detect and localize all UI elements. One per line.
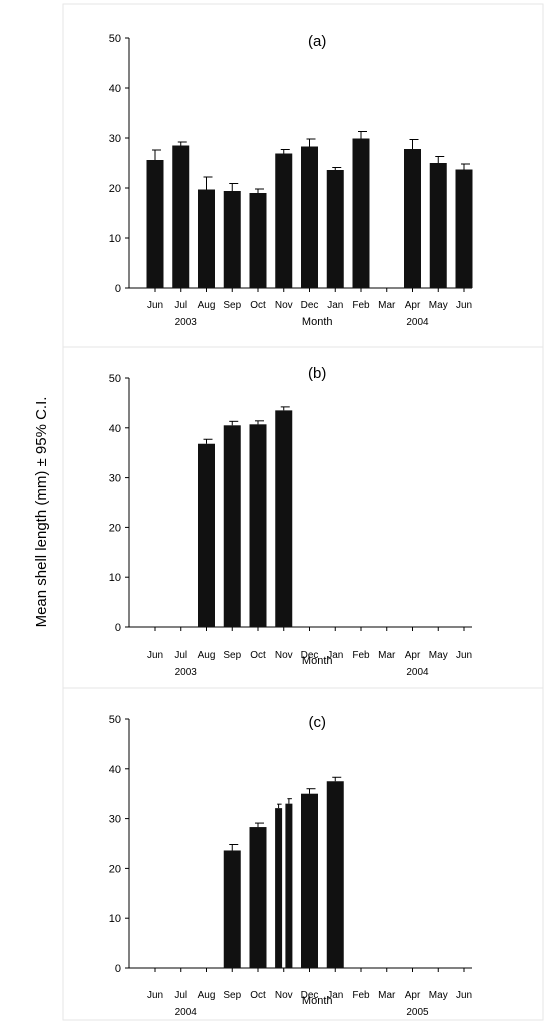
bar <box>285 803 293 968</box>
y-tick-label: 30 <box>109 133 121 145</box>
year-label: 2004 <box>406 317 429 328</box>
x-tick-label: Jun <box>456 300 472 311</box>
x-axis-title: Month <box>302 316 333 328</box>
x-tick-label: Apr <box>405 650 421 661</box>
y-tick-label: 50 <box>109 714 121 726</box>
x-tick-label: Jul <box>174 990 187 1001</box>
x-tick-label: Jun <box>456 990 472 1001</box>
y-tick-label: 40 <box>109 764 121 776</box>
x-tick-label: Sep <box>223 300 241 311</box>
y-tick-label: 20 <box>109 522 121 534</box>
y-tick-label: 50 <box>109 33 121 45</box>
bar <box>275 808 283 968</box>
bar <box>223 850 241 968</box>
x-axis-title: Month <box>302 995 333 1007</box>
x-tick-label: Nov <box>275 300 293 311</box>
panel-b: 0 10 20 30 40 50 Jun Jul Aug Sep Oct Nov Dec Jan Feb Ma… <box>109 365 472 678</box>
panel-label: (b) <box>308 365 326 382</box>
x-tick-label: Jun <box>147 650 163 661</box>
bar <box>301 793 318 968</box>
y-tick-label: 20 <box>109 863 121 875</box>
year-label: 2003 <box>175 317 198 328</box>
x-tick-label: Jun <box>456 650 472 661</box>
bar <box>223 425 241 627</box>
bar <box>146 160 164 288</box>
panel-frame <box>62 687 544 1021</box>
x-tick-label: Oct <box>250 650 266 661</box>
y-tick-label: 10 <box>109 233 121 245</box>
panel-label: (c) <box>308 714 326 731</box>
x-tick-label: Dec <box>301 990 319 1001</box>
bar <box>326 781 344 968</box>
bar <box>275 153 293 288</box>
x-tick-label: Mar <box>378 650 396 661</box>
x-tick-label: Nov <box>275 990 293 1001</box>
x-tick-label: Oct <box>250 990 266 1001</box>
x-tick-label: Jan <box>327 300 343 311</box>
x-tick-label: Aug <box>198 650 216 661</box>
x-tick-label: May <box>429 990 448 1001</box>
y-tick-label: 20 <box>109 183 121 195</box>
x-tick-label: Dec <box>301 650 319 661</box>
y-tick-label: 30 <box>109 473 121 485</box>
x-tick-label: Jan <box>327 990 343 1001</box>
bar <box>198 189 215 288</box>
x-tick-label: Sep <box>223 650 241 661</box>
x-tick-label: Jun <box>147 990 163 1001</box>
bar <box>249 424 267 627</box>
bar <box>404 149 421 288</box>
panel-label: (a) <box>308 33 326 50</box>
bar <box>455 169 473 288</box>
x-tick-label: Oct <box>250 300 266 311</box>
x-tick-label: Apr <box>405 300 421 311</box>
bar <box>198 443 215 627</box>
x-tick-label: Jul <box>174 300 187 311</box>
panel-frame <box>62 346 544 689</box>
bar <box>249 193 267 288</box>
year-label: 2004 <box>175 1007 198 1018</box>
bar <box>172 145 190 288</box>
x-tick-label: May <box>429 300 448 311</box>
x-tick-label: Nov <box>275 650 293 661</box>
y-tick-label: 0 <box>115 622 121 634</box>
panel-a: 0 10 20 30 40 50 Jun Jul Aug Sep Oct Nov Dec Jan Feb Ma… <box>109 33 473 328</box>
year-label: 2005 <box>406 1007 429 1018</box>
x-tick-label: Jul <box>174 650 187 661</box>
bar <box>352 138 370 288</box>
x-tick-label: Mar <box>378 300 396 311</box>
y-tick-label: 40 <box>109 83 121 95</box>
x-tick-label: Aug <box>198 990 216 1001</box>
x-tick-label: Feb <box>352 990 370 1001</box>
bar <box>326 170 344 288</box>
x-tick-label: Dec <box>301 300 319 311</box>
y-tick-label: 0 <box>115 283 121 295</box>
x-tick-label: May <box>429 650 448 661</box>
bar <box>275 410 293 627</box>
x-tick-label: Jun <box>147 300 163 311</box>
x-tick-label: Feb <box>352 650 370 661</box>
y-tick-label: 0 <box>115 963 121 975</box>
y-tick-label: 30 <box>109 814 121 826</box>
x-tick-label: Sep <box>223 990 241 1001</box>
x-tick-label: Jan <box>327 650 343 661</box>
x-tick-label: Mar <box>378 990 396 1001</box>
y-axis-title: Mean shell length (mm) ± 95% C.I. <box>33 397 50 628</box>
x-tick-label: Aug <box>198 300 216 311</box>
x-tick-label: Apr <box>405 990 421 1001</box>
x-axis-title: Month <box>302 655 333 667</box>
bar <box>301 146 318 288</box>
y-tick-label: 50 <box>109 373 121 385</box>
bar <box>429 163 447 288</box>
y-tick-label: 10 <box>109 913 121 925</box>
bar <box>249 827 267 968</box>
y-tick-label: 40 <box>109 423 121 435</box>
panel-c: 0 10 20 30 40 50 Jun Jul Aug Sep Oct Nov Dec Jan Feb Ma… <box>109 714 472 1018</box>
year-label: 2003 <box>175 667 198 678</box>
y-tick-label: 10 <box>109 572 121 584</box>
x-tick-label: Feb <box>352 300 370 311</box>
year-label: 2004 <box>406 667 429 678</box>
bar <box>223 191 241 288</box>
